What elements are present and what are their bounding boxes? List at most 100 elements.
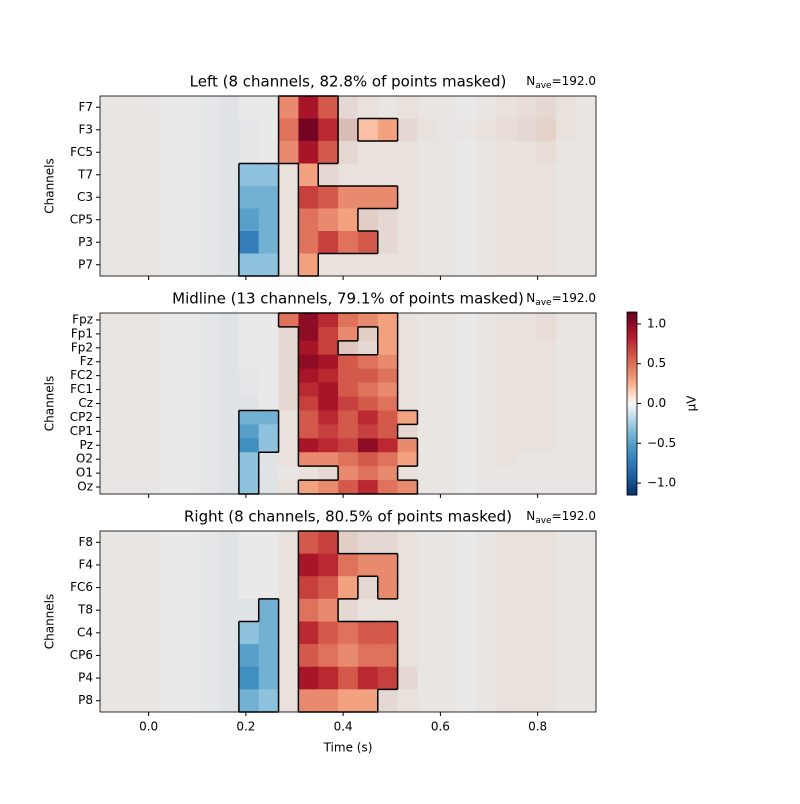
colorbar-step	[627, 387, 637, 391]
heat-cell	[476, 480, 498, 495]
heat-cell	[437, 410, 458, 425]
heat-cell	[417, 118, 438, 142]
heat-cell	[516, 340, 537, 356]
heat-cell	[159, 326, 180, 342]
heat-cell	[476, 340, 498, 356]
x-tick-label: 0.8	[528, 720, 547, 734]
heat-cell	[397, 424, 418, 439]
heat-cell	[219, 576, 240, 600]
heat-cell	[258, 666, 280, 690]
heat-cell	[238, 424, 260, 439]
heat-cell	[219, 424, 240, 439]
heat-cell	[100, 621, 121, 645]
colorbar-step	[627, 344, 637, 347]
heat-cell	[100, 313, 121, 328]
heat-cell	[437, 452, 458, 467]
heat-cell	[258, 598, 280, 622]
heat-cell	[496, 438, 518, 453]
heat-cell	[437, 368, 458, 384]
colorbar-step	[627, 389, 637, 393]
heat-cell	[159, 531, 180, 555]
y-tick-label: C3	[77, 190, 93, 204]
heat-cell	[119, 231, 141, 254]
heat-cell	[536, 531, 557, 555]
heat-cell	[238, 326, 260, 342]
heat-cell	[397, 410, 418, 425]
heat-cell	[576, 553, 597, 577]
heat-cell	[238, 340, 260, 356]
y-axis-label: Channels	[43, 158, 57, 214]
heat-cell	[536, 231, 557, 254]
heat-cell	[119, 644, 141, 668]
heat-cell	[338, 452, 359, 467]
heat-cell	[179, 141, 200, 164]
heat-cell	[516, 553, 537, 577]
heat-cell	[357, 396, 379, 411]
heat-cell	[179, 186, 200, 209]
heat-cell	[357, 666, 379, 690]
y-tick-label: CP1	[70, 424, 93, 438]
heat-cell	[278, 313, 299, 328]
heat-cell	[100, 354, 121, 370]
heat-cell	[377, 689, 399, 713]
heat-cell	[377, 553, 399, 577]
heat-cell	[576, 118, 597, 142]
heat-cell	[179, 118, 200, 142]
heat-cell	[199, 644, 220, 668]
heat-cell	[238, 354, 260, 370]
heat-cell	[476, 186, 498, 209]
colorbar-step	[627, 353, 637, 356]
colorbar-step	[627, 444, 637, 448]
heat-cell	[119, 340, 141, 356]
heat-cell	[199, 326, 220, 342]
colorbar-step	[627, 405, 637, 409]
heat-cell	[159, 208, 180, 232]
heat-cell	[139, 382, 161, 398]
heat-cell	[357, 313, 379, 328]
heat-cell	[516, 480, 537, 495]
heat-cell	[377, 163, 399, 187]
heat-cell	[516, 396, 537, 411]
heat-cell	[199, 208, 220, 232]
heat-cell	[119, 163, 141, 187]
x-tick-label: 0.4	[334, 720, 353, 734]
heat-cell	[556, 466, 577, 481]
heat-cell	[238, 621, 260, 645]
heat-cell	[219, 621, 240, 645]
heat-cell	[100, 553, 121, 577]
heat-cell	[238, 253, 260, 277]
heat-cell	[516, 576, 537, 600]
heat-cell	[179, 340, 200, 356]
heat-cell	[338, 621, 359, 645]
heat-cell	[119, 313, 141, 328]
heat-cell	[457, 452, 478, 467]
colorbar-step	[627, 328, 637, 331]
heat-cell	[278, 208, 299, 232]
heat-cell	[100, 326, 121, 342]
heat-cell	[318, 424, 339, 439]
heat-cell	[100, 208, 121, 232]
heat-cell	[258, 438, 280, 453]
colorbar-step	[627, 472, 637, 475]
heat-cell	[219, 438, 240, 453]
heat-cell	[437, 480, 458, 495]
heat-cell	[536, 666, 557, 690]
heat-cell	[139, 118, 161, 142]
nave-text: =192.0	[552, 74, 596, 88]
heat-cell	[179, 644, 200, 668]
y-tick-label: Fpz	[72, 312, 93, 326]
heat-cell	[556, 118, 577, 142]
colorbar-step	[627, 430, 637, 434]
heat-cell	[496, 340, 518, 356]
heat-cell	[338, 480, 359, 495]
heat-cell	[199, 424, 220, 439]
heat-cell	[278, 141, 299, 164]
heat-cell	[258, 354, 280, 370]
panel-title: Right (8 channels, 80.5% of points maske…	[184, 508, 512, 526]
heat-cell	[119, 480, 141, 495]
heat-cell	[238, 576, 260, 600]
heat-cell	[238, 231, 260, 254]
heat-cell	[278, 576, 299, 600]
heat-cell	[357, 576, 379, 600]
colorbar-step	[627, 362, 637, 366]
